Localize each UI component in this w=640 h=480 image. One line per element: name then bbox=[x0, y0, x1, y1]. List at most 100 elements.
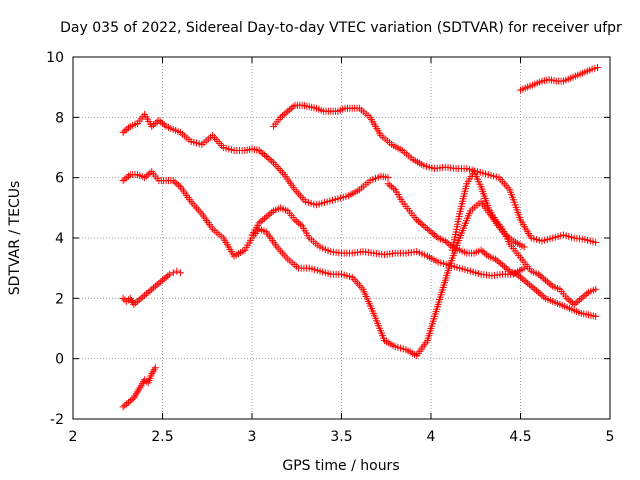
data-point bbox=[173, 180, 181, 188]
x-tick-label: 4 bbox=[427, 429, 436, 445]
data-point bbox=[423, 225, 431, 233]
data-point bbox=[536, 272, 544, 280]
data-point bbox=[150, 121, 158, 129]
data-point bbox=[119, 403, 127, 411]
data-point bbox=[295, 219, 303, 227]
data-point bbox=[123, 400, 131, 408]
data-point bbox=[427, 228, 435, 236]
data-point bbox=[592, 312, 600, 320]
data-point bbox=[413, 216, 421, 224]
data-point bbox=[119, 177, 127, 185]
data-point bbox=[169, 177, 177, 185]
series-track-8 bbox=[119, 267, 184, 308]
data-point bbox=[123, 174, 131, 182]
data-point bbox=[124, 124, 132, 132]
y-tick-label: -2 bbox=[50, 412, 64, 428]
data-point bbox=[482, 251, 490, 259]
y-tick-label: 6 bbox=[55, 171, 64, 187]
data-point bbox=[425, 226, 433, 234]
data-point bbox=[151, 282, 159, 290]
series-track-4 bbox=[248, 204, 528, 280]
data-point bbox=[144, 288, 152, 296]
data-point bbox=[119, 128, 127, 136]
data-point bbox=[542, 276, 550, 284]
x-axis-label: GPS time / hours bbox=[282, 458, 399, 474]
data-point bbox=[141, 174, 149, 182]
data-point bbox=[144, 171, 152, 179]
x-tick-labels: 2 2.5 3 3.5 4 4.5 5 bbox=[69, 429, 615, 445]
data-point bbox=[173, 267, 181, 275]
data-point bbox=[284, 107, 292, 115]
data-point bbox=[533, 287, 541, 295]
data-point bbox=[540, 293, 548, 301]
data-point bbox=[525, 281, 533, 289]
data-point bbox=[255, 219, 263, 227]
data-point bbox=[389, 184, 397, 192]
data-point bbox=[286, 106, 294, 114]
x-tick-label: 2.5 bbox=[151, 429, 173, 445]
data-point bbox=[520, 276, 528, 284]
data-point bbox=[441, 237, 449, 245]
data-point bbox=[545, 279, 553, 287]
data-point bbox=[493, 257, 501, 265]
data-point bbox=[534, 270, 542, 278]
series-track-7 bbox=[517, 64, 601, 94]
data-point bbox=[169, 269, 177, 277]
data-point bbox=[124, 296, 132, 304]
data-point bbox=[520, 264, 528, 272]
data-point bbox=[124, 398, 132, 406]
data-point bbox=[142, 172, 150, 180]
x-tick-label: 3 bbox=[248, 429, 257, 445]
data-point bbox=[491, 255, 499, 263]
data-point bbox=[119, 294, 127, 302]
data-point bbox=[268, 157, 276, 165]
data-point bbox=[529, 284, 537, 292]
data-point bbox=[133, 297, 141, 305]
data-point bbox=[527, 282, 535, 290]
data-point bbox=[255, 147, 263, 155]
data-point bbox=[547, 281, 555, 289]
data-point bbox=[150, 284, 158, 292]
y-tick-label: 0 bbox=[55, 352, 64, 368]
data-point bbox=[146, 287, 154, 295]
y-tick-labels: -2 0 2 4 6 8 10 bbox=[46, 50, 64, 428]
data-point bbox=[155, 116, 163, 124]
data-point bbox=[148, 285, 156, 293]
x-tick-label: 5 bbox=[606, 429, 615, 445]
data-point bbox=[499, 261, 507, 269]
data-point bbox=[477, 246, 485, 254]
data-point bbox=[132, 299, 140, 307]
data-point bbox=[517, 273, 524, 281]
data-point bbox=[141, 376, 149, 384]
data-point bbox=[264, 211, 272, 219]
data-point bbox=[124, 172, 132, 180]
data-point bbox=[282, 109, 290, 117]
data-point bbox=[416, 219, 424, 227]
data-point bbox=[171, 178, 179, 186]
data-point bbox=[121, 127, 129, 135]
data-point bbox=[576, 296, 584, 304]
data-point bbox=[565, 296, 573, 304]
data-point bbox=[160, 121, 168, 129]
data-point bbox=[570, 300, 578, 308]
data-point bbox=[137, 294, 145, 302]
data-point bbox=[259, 216, 267, 224]
data-point bbox=[420, 222, 428, 230]
data-point bbox=[126, 397, 134, 405]
data-point bbox=[278, 112, 286, 120]
y-tick-label: 8 bbox=[55, 110, 64, 126]
data-point bbox=[388, 183, 396, 191]
data-point bbox=[262, 153, 270, 161]
data-point bbox=[583, 290, 591, 298]
data-point bbox=[518, 275, 526, 283]
data-point bbox=[148, 122, 156, 130]
data-point bbox=[495, 258, 503, 266]
data-point bbox=[259, 150, 267, 158]
data-point bbox=[543, 278, 551, 286]
data-point bbox=[531, 285, 539, 293]
data-point bbox=[291, 216, 299, 224]
data-point bbox=[164, 272, 172, 280]
data-point bbox=[146, 169, 154, 177]
series-track-2 bbox=[384, 180, 600, 320]
data-point bbox=[159, 276, 166, 284]
